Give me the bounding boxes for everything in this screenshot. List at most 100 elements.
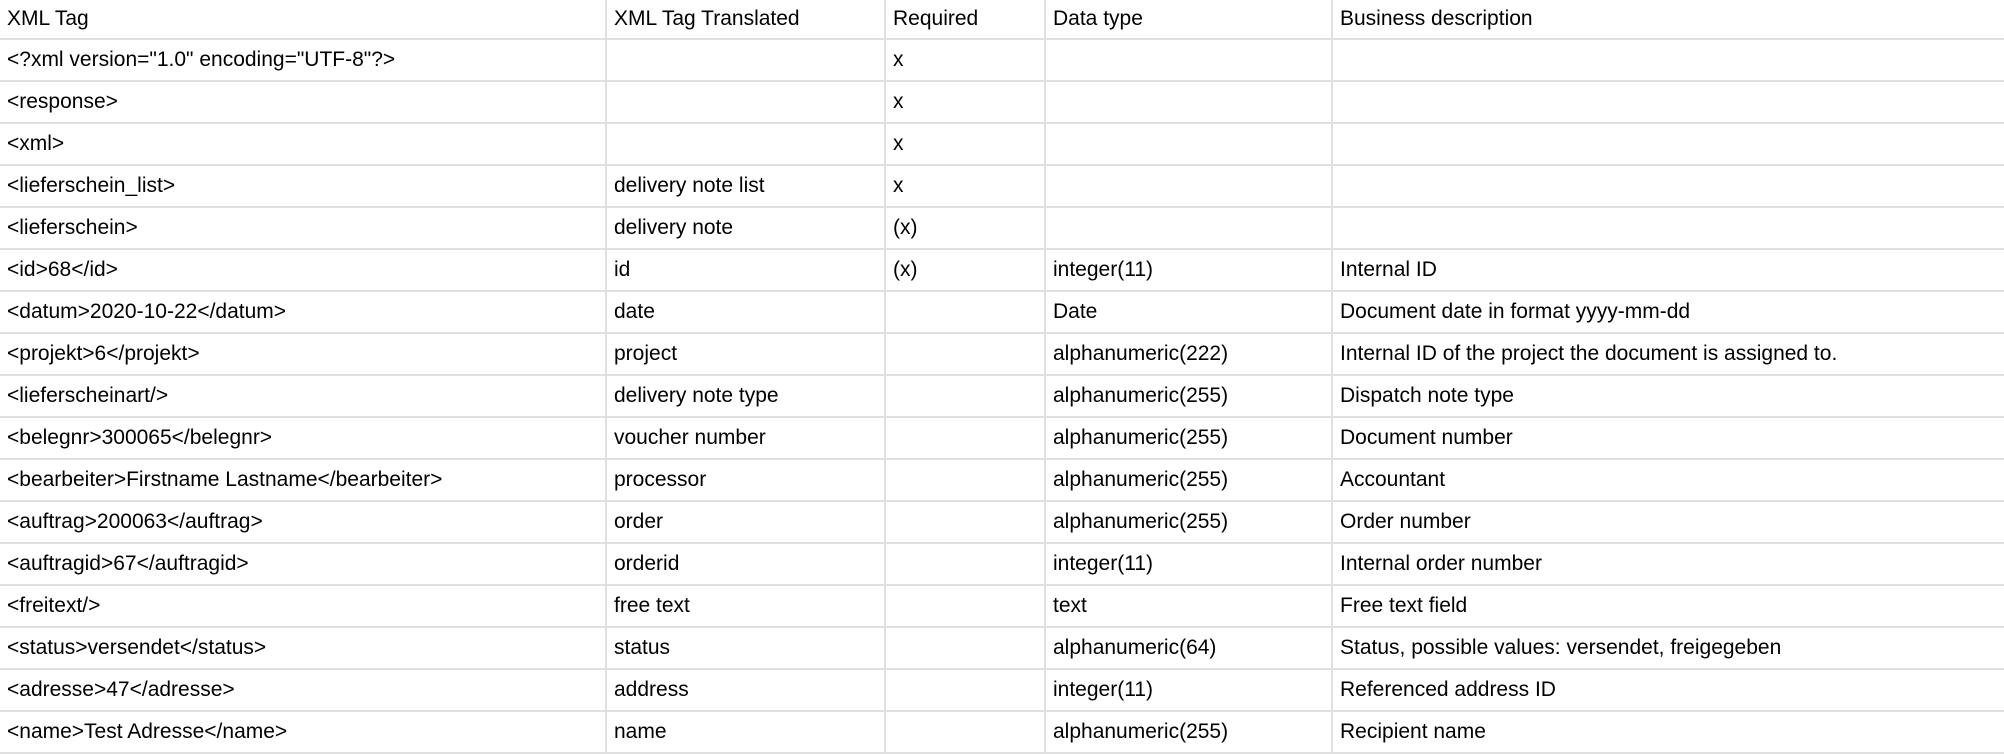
table-row: <lieferschein> delivery note (x) bbox=[0, 208, 2004, 250]
cell-xml-tag-translated: processor bbox=[607, 460, 886, 502]
cell-data-type: alphanumeric(64) bbox=[1046, 628, 1333, 670]
table-row: <auftrag>200063</auftrag> order alphanumer… bbox=[0, 502, 2004, 544]
table-row: <freitext/> free text text Free text field bbox=[0, 586, 2004, 628]
cell-business-description: Internal ID bbox=[1333, 250, 2004, 292]
cell-xml-tag-translated: order bbox=[607, 502, 886, 544]
cell-data-type: text bbox=[1046, 586, 1333, 628]
cell-xml-tag-translated: free text bbox=[607, 586, 886, 628]
cell-business-description: Free text field bbox=[1333, 586, 2004, 628]
cell-required: (x) bbox=[886, 250, 1046, 292]
table-row: <?xml version="1.0" encoding="UTF-8"?> x bbox=[0, 40, 2004, 82]
cell-required bbox=[886, 418, 1046, 460]
cell-data-type bbox=[1046, 124, 1333, 166]
column-header-business-description: Business description bbox=[1333, 0, 2004, 40]
cell-xml-tag-translated: project bbox=[607, 334, 886, 376]
column-header-xml-tag: XML Tag bbox=[0, 0, 607, 40]
cell-required: x bbox=[886, 124, 1046, 166]
table-row: <id>68</id> id (x) integer(11) Internal ID bbox=[0, 250, 2004, 292]
cell-xml-tag: <auftragid>67</auftragid> bbox=[0, 544, 607, 586]
cell-xml-tag: <datum>2020-10-22</datum> bbox=[0, 292, 607, 334]
cell-data-type: Date bbox=[1046, 292, 1333, 334]
cell-data-type: alphanumeric(255) bbox=[1046, 712, 1333, 754]
cell-required bbox=[886, 544, 1046, 586]
table-row: <bearbeiter>Firstname Lastname</bearbeit… bbox=[0, 460, 2004, 502]
cell-business-description bbox=[1333, 208, 2004, 250]
cell-xml-tag: <xml> bbox=[0, 124, 607, 166]
table-row: <response> x bbox=[0, 82, 2004, 124]
table-row: <status>versendet</status> status alphanum… bbox=[0, 628, 2004, 670]
cell-data-type: alphanumeric(255) bbox=[1046, 376, 1333, 418]
cell-data-type: alphanumeric(255) bbox=[1046, 502, 1333, 544]
cell-data-type: integer(11) bbox=[1046, 544, 1333, 586]
cell-business-description: Accountant bbox=[1333, 460, 2004, 502]
table-row: <auftragid>67</auftragid> orderid integer(… bbox=[0, 544, 2004, 586]
cell-data-type: alphanumeric(255) bbox=[1046, 418, 1333, 460]
cell-business-description bbox=[1333, 124, 2004, 166]
cell-xml-tag: <adresse>47</adresse> bbox=[0, 670, 607, 712]
cell-xml-tag: <lieferscheinart/> bbox=[0, 376, 607, 418]
table-row: <adresse>47</adresse> address integer(11) R… bbox=[0, 670, 2004, 712]
cell-business-description: Internal order number bbox=[1333, 544, 2004, 586]
cell-data-type: alphanumeric(255) bbox=[1046, 460, 1333, 502]
cell-xml-tag: <lieferschein_list> bbox=[0, 166, 607, 208]
cell-business-description bbox=[1333, 82, 2004, 124]
cell-business-description: Order number bbox=[1333, 502, 2004, 544]
cell-required: (x) bbox=[886, 208, 1046, 250]
cell-xml-tag: <lieferschein> bbox=[0, 208, 607, 250]
cell-xml-tag: <?xml version="1.0" encoding="UTF-8"?> bbox=[0, 40, 607, 82]
cell-business-description: Recipient name bbox=[1333, 712, 2004, 754]
table-row: <projekt>6</projekt> project alphanumeric(… bbox=[0, 334, 2004, 376]
cell-data-type: integer(11) bbox=[1046, 250, 1333, 292]
cell-xml-tag-translated bbox=[607, 124, 886, 166]
table-header-row: XML Tag XML Tag Translated Required Data… bbox=[0, 0, 2004, 40]
cell-xml-tag-translated bbox=[607, 40, 886, 82]
cell-xml-tag-translated: voucher number bbox=[607, 418, 886, 460]
cell-business-description: Dispatch note type bbox=[1333, 376, 2004, 418]
cell-required bbox=[886, 586, 1046, 628]
cell-xml-tag: <projekt>6</projekt> bbox=[0, 334, 607, 376]
cell-data-type: alphanumeric(222) bbox=[1046, 334, 1333, 376]
cell-business-description bbox=[1333, 166, 2004, 208]
cell-xml-tag-translated: name bbox=[607, 712, 886, 754]
cell-xml-tag: <freitext/> bbox=[0, 586, 607, 628]
cell-business-description: Referenced address ID bbox=[1333, 670, 2004, 712]
cell-required: x bbox=[886, 40, 1046, 82]
table-row: <xml> x bbox=[0, 124, 2004, 166]
column-header-data-type: Data type bbox=[1046, 0, 1333, 40]
cell-data-type bbox=[1046, 208, 1333, 250]
cell-xml-tag-translated: delivery note bbox=[607, 208, 886, 250]
cell-required bbox=[886, 502, 1046, 544]
cell-xml-tag: <id>68</id> bbox=[0, 250, 607, 292]
table-body: <?xml version="1.0" encoding="UTF-8"?> x <… bbox=[0, 40, 2004, 754]
table-row: <datum>2020-10-22</datum> date Date Documen… bbox=[0, 292, 2004, 334]
table-row: <name>Test Adresse</name> name alphanumeri… bbox=[0, 712, 2004, 754]
cell-xml-tag-translated: date bbox=[607, 292, 886, 334]
cell-required bbox=[886, 712, 1046, 754]
cell-xml-tag: <response> bbox=[0, 82, 607, 124]
table-row: <lieferschein_list> delivery note list x bbox=[0, 166, 2004, 208]
table-row: <lieferscheinart/> delivery note type alph… bbox=[0, 376, 2004, 418]
column-header-xml-tag-translated: XML Tag Translated bbox=[607, 0, 886, 40]
cell-xml-tag: <bearbeiter>Firstname Lastname</bearbeit… bbox=[0, 460, 607, 502]
cell-xml-tag-translated: status bbox=[607, 628, 886, 670]
cell-required bbox=[886, 376, 1046, 418]
cell-xml-tag-translated: id bbox=[607, 250, 886, 292]
cell-required bbox=[886, 670, 1046, 712]
cell-xml-tag-translated: delivery note type bbox=[607, 376, 886, 418]
cell-required bbox=[886, 460, 1046, 502]
cell-data-type bbox=[1046, 166, 1333, 208]
cell-required bbox=[886, 292, 1046, 334]
cell-business-description bbox=[1333, 40, 2004, 82]
cell-required bbox=[886, 334, 1046, 376]
cell-xml-tag-translated: address bbox=[607, 670, 886, 712]
cell-xml-tag: <name>Test Adresse</name> bbox=[0, 712, 607, 754]
cell-business-description: Internal ID of the project the document … bbox=[1333, 334, 2004, 376]
table-row: <belegnr>300065</belegnr> voucher number a… bbox=[0, 418, 2004, 460]
cell-data-type bbox=[1046, 40, 1333, 82]
cell-required: x bbox=[886, 166, 1046, 208]
cell-xml-tag-translated: delivery note list bbox=[607, 166, 886, 208]
cell-data-type: integer(11) bbox=[1046, 670, 1333, 712]
cell-required bbox=[886, 628, 1046, 670]
cell-xml-tag: <status>versendet</status> bbox=[0, 628, 607, 670]
